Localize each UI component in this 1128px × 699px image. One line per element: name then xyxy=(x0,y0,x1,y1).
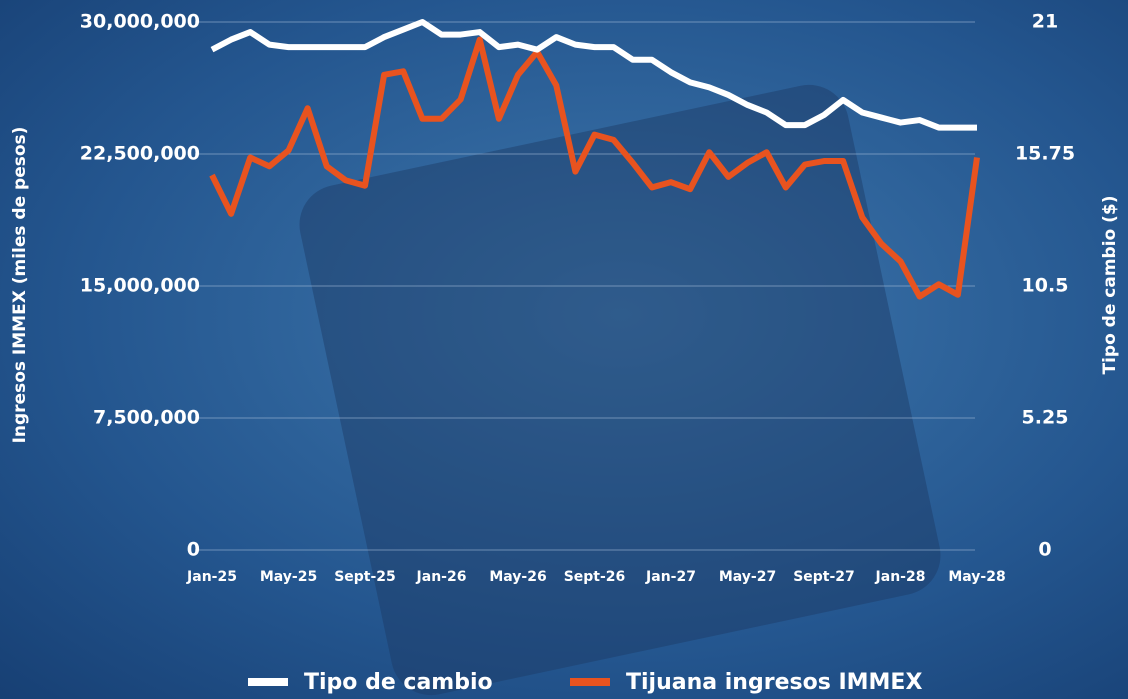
y-tick-label: 15,000,000 xyxy=(80,275,200,297)
x-tick-label: Jan-28 xyxy=(875,569,926,585)
legend-label: Tipo de cambio xyxy=(304,670,493,695)
y-tick-label: 7,500,000 xyxy=(93,407,200,429)
legend-swatch xyxy=(248,678,288,686)
x-tick-label: May-28 xyxy=(948,569,1005,585)
y2-tick-label: 5.25 xyxy=(1022,407,1069,429)
legend-label: Tijuana ingresos IMMEX xyxy=(626,670,922,695)
y2-tick-label: 15.75 xyxy=(1015,143,1075,165)
y-tick-label: 30,000,000 xyxy=(80,11,200,33)
y2-axis-title: Tipo de cambio ($) xyxy=(1100,195,1120,374)
x-tick-label: Jan-26 xyxy=(416,569,467,585)
x-tick-label: Jan-25 xyxy=(186,569,237,585)
x-tick-label: May-27 xyxy=(719,569,776,585)
x-tick-label: May-25 xyxy=(260,569,317,585)
y-tick-label: 22,500,000 xyxy=(80,143,200,165)
x-tick-label: Jan-27 xyxy=(645,569,696,585)
y2-tick-label: 0 xyxy=(1038,539,1051,561)
y2-tick-label: 10.5 xyxy=(1022,275,1069,297)
x-tick-label: Sept-27 xyxy=(793,569,855,585)
x-tick-label: Sept-25 xyxy=(334,569,396,585)
legend-swatch xyxy=(570,678,610,686)
x-tick-label: Sept-26 xyxy=(564,569,626,585)
chart: Ingresos IMMEX (miles de pesos) Tipo de … xyxy=(0,0,1128,699)
x-tick-label: May-26 xyxy=(489,569,546,585)
y-axis-title: Ingresos IMMEX (miles de pesos) xyxy=(10,127,30,444)
y2-tick-label: 21 xyxy=(1032,11,1058,33)
y-tick-label: 0 xyxy=(187,539,200,561)
